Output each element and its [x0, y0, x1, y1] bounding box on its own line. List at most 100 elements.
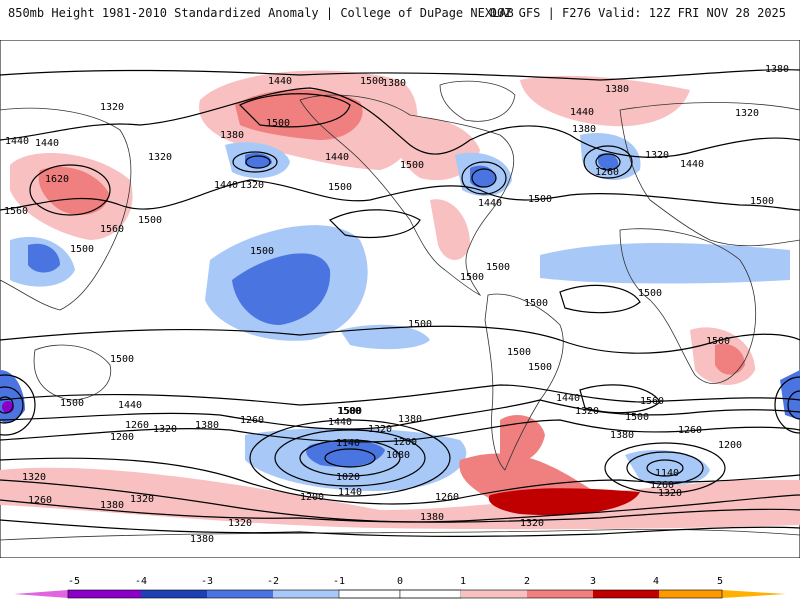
colorbar-segment-m1-0	[338, 589, 401, 599]
contour-ring-east-low-2	[787, 390, 800, 420]
contour-label: 1440	[5, 136, 29, 147]
contour-label: 1260	[650, 480, 674, 491]
contour-label: 1560	[640, 396, 664, 407]
contour-ring-greatlakes-inner	[471, 168, 497, 188]
contour-label: 1500	[706, 336, 730, 347]
anomaly-positive-greenland	[520, 75, 690, 127]
anomaly-strong-safrica	[715, 343, 745, 375]
anomaly-positive-us	[430, 199, 470, 260]
contour-ring-indian-low-2	[626, 451, 704, 485]
contour-label: 1440	[680, 159, 704, 170]
contour-label: 1260	[125, 420, 149, 431]
contour-label: 1500	[625, 412, 649, 423]
colorbar-tick: 3	[590, 576, 596, 587]
contour-1500-tropics	[0, 325, 800, 354]
contour-labels: 1440 1380 1380 1320 1500 1440 1380 1380 …	[4, 64, 789, 545]
outline-asia-west	[0, 107, 132, 311]
contour-label: 1380	[100, 500, 124, 511]
contour-ring-southern-low-2	[274, 429, 426, 487]
contour-label: 1500	[337, 406, 361, 417]
contour-label: 1320	[130, 494, 154, 505]
colorbar-segment-3-4	[593, 590, 659, 598]
contour-label: 1500	[70, 244, 94, 255]
contour-label: 1320	[735, 108, 759, 119]
contour-label: 1320	[153, 424, 177, 435]
contour-ring-west-low-2	[0, 386, 24, 424]
contour-label: 1500	[138, 215, 162, 226]
contour-1500-north	[0, 179, 800, 211]
contour-ring-west-low-3	[0, 396, 14, 414]
contour-label: 1320	[100, 102, 124, 113]
contour-label: 1320	[22, 472, 46, 483]
contour-1440-south	[0, 399, 800, 430]
contour-label: 1440	[118, 400, 142, 411]
colorbar-ticks: -5 -4 -3 -2 -1 0 1 2 3 4 5	[68, 576, 723, 587]
contour-label: 1440	[268, 76, 292, 87]
contour-1560-cell	[579, 384, 661, 414]
contour-label: 1500	[266, 118, 290, 129]
colorbar-segment-m4-m3	[141, 590, 207, 598]
anomaly-negative-indian	[625, 450, 710, 486]
contour-label: 1380	[572, 124, 596, 135]
contour-label: 1140	[336, 438, 360, 449]
anomaly-negative-atlantic-band	[540, 243, 790, 284]
contour-label: 1500	[338, 406, 362, 417]
anomaly-shading	[0, 70, 800, 530]
colorbar-frame	[67, 589, 723, 599]
colorbar-segments	[14, 589, 786, 599]
contour-label: 1500	[328, 182, 352, 193]
outline-europe-asia	[619, 102, 800, 247]
colorbar-segment-m3-m2	[207, 590, 273, 598]
contour-label: 1260	[678, 425, 702, 436]
colorbar-tick: 5	[717, 576, 723, 587]
colorbar-tick: -4	[135, 576, 147, 587]
contour-label: 1320	[645, 150, 669, 161]
contour-label: 1500	[400, 160, 424, 171]
contour-label: 1260	[28, 495, 52, 506]
anomaly-extreme-south	[488, 488, 640, 516]
contour-label: 1140	[655, 468, 679, 479]
anomaly-negative-central-pacific-core	[232, 253, 331, 325]
colorbar-tick: 4	[653, 576, 659, 587]
contour-ring-southern-low-1	[249, 419, 451, 497]
anomaly-map: 1440 1380 1380 1320 1500 1440 1380 1380 …	[0, 40, 800, 558]
contour-label: 1500	[250, 246, 274, 257]
anomaly-colorbar: -5 -4 -3 -2 -1 0 1 2 3 4 5	[14, 576, 786, 599]
contour-label: 1380	[605, 84, 629, 95]
model-run-info: 00Z GFS | F276 Valid: 12Z FRI NOV 28 202…	[489, 6, 786, 20]
contour-label: 1380	[382, 78, 406, 89]
contour-label: 1320	[575, 406, 599, 417]
contour-label: 1560	[100, 224, 124, 235]
contour-label: 1440	[478, 198, 502, 209]
contour-label: 1500	[524, 298, 548, 309]
contour-ring-east-low-1	[774, 376, 800, 434]
height-contours	[0, 69, 800, 537]
outline-south-america	[484, 293, 564, 471]
outline-greenland	[439, 80, 516, 122]
anomaly-negative-eq-pacific	[340, 324, 430, 350]
contour-1380-south	[0, 419, 800, 443]
colorbar-tick: -1	[333, 576, 345, 587]
anomaly-positive-southern-band	[0, 467, 800, 530]
contour-label: 1080	[386, 450, 410, 461]
contour-ring-pacific-low-inner	[245, 155, 271, 169]
contour-1500-cells	[328, 209, 421, 238]
contour-1380-antarctic	[0, 519, 800, 537]
colorbar-segment-gt-5	[722, 590, 786, 598]
contour-1320-ring-alaska	[238, 93, 351, 128]
contour-label: 1200	[110, 432, 134, 443]
colorbar-tick: -3	[201, 576, 213, 587]
contour-label: 1440	[570, 107, 594, 118]
outline-north-america	[299, 94, 515, 297]
colorbar-tick: 2	[524, 576, 530, 587]
contour-label: 1200	[393, 437, 417, 448]
colorbar-segment-lt-5	[14, 590, 68, 598]
contour-ring-siberia-high	[29, 164, 111, 216]
contour-label: 1320	[520, 518, 544, 529]
contour-label: 1500	[528, 362, 552, 373]
contour-label: 1500	[408, 319, 432, 330]
contour-label: 1440	[214, 180, 238, 191]
contour-label: 1200	[300, 492, 324, 503]
anomaly-negative-atlantic-core	[598, 153, 619, 170]
colorbar-segment-0-1	[399, 589, 462, 599]
